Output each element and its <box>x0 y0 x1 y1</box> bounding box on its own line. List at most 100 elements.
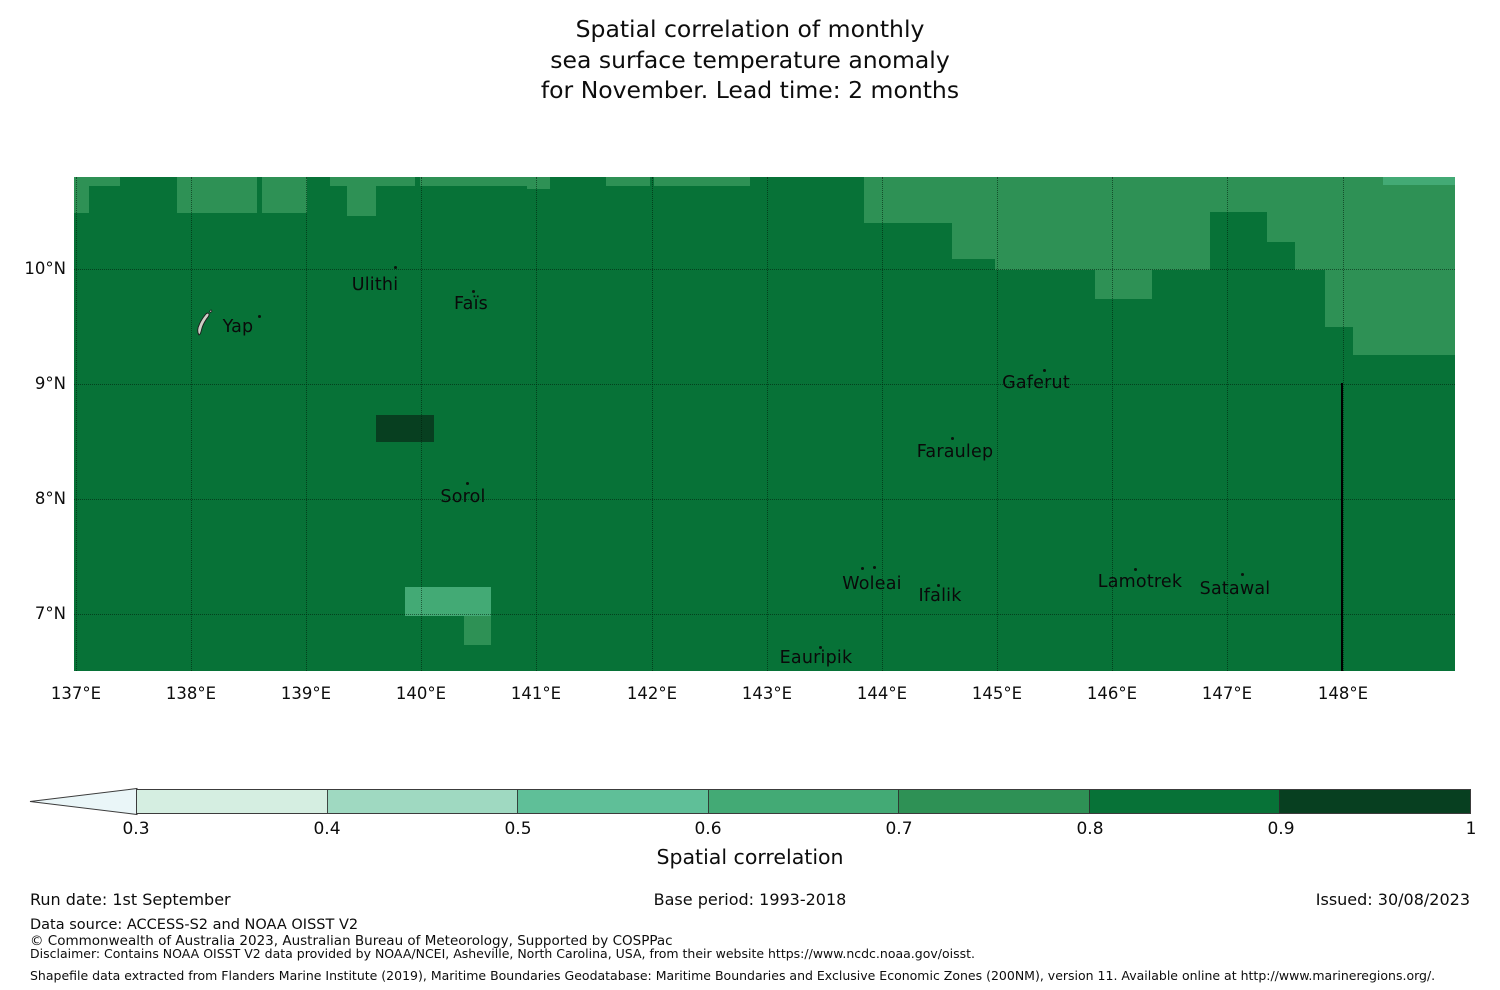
island-label: Faïs <box>454 294 488 314</box>
island-label: Sorol <box>440 487 486 507</box>
y-axis-tick-label: 8°N <box>34 489 66 509</box>
longitude-gridline <box>767 177 768 671</box>
island-label: Gaferut <box>1002 373 1070 393</box>
run-date-text: Run date: 1st September <box>30 890 231 909</box>
map-cell <box>177 177 257 213</box>
island-marker-dot <box>861 567 864 570</box>
island-label: Ulithi <box>351 275 399 295</box>
base-period-text: Base period: 1993-2018 <box>653 890 847 909</box>
island-label: Eauripik <box>779 648 853 668</box>
longitude-gridline <box>421 177 422 671</box>
y-axis-tick-label: 7°N <box>34 604 66 624</box>
colorbar-tick-label: 0.4 <box>313 819 341 839</box>
colorbar-segment <box>898 790 1089 813</box>
map-cell <box>606 177 650 186</box>
colorbar-tick-label: 0.8 <box>1076 819 1104 839</box>
colorbar-tick-label: 0.7 <box>885 819 913 839</box>
y-axis-tick-label: 10°N <box>24 259 66 279</box>
island-marker-dot <box>1241 573 1244 576</box>
longitude-gridline <box>882 177 883 671</box>
data-source-text: Data source: ACCESS-S2 and NOAA OISST V2 <box>30 917 359 933</box>
x-axis-tick-label: 139°E <box>280 684 332 703</box>
x-axis-tick-label: 141°E <box>510 684 562 703</box>
x-axis-tick-label: 146°E <box>1086 684 1138 703</box>
map-cell <box>952 177 995 259</box>
colorbar-tick-label: 0.6 <box>694 819 722 839</box>
colorbar-segment <box>137 790 327 813</box>
island-marker-dot <box>819 646 822 649</box>
island-label: Faraulep <box>916 442 994 462</box>
latitude-gridline <box>74 384 1455 385</box>
map-cell <box>74 177 120 186</box>
copyright-text: © Commonwealth of Australia 2023, Austra… <box>30 933 673 949</box>
latitude-gridline <box>74 614 1455 615</box>
map-cell <box>376 415 434 442</box>
colorbar-segment <box>326 790 518 813</box>
longitude-gridline <box>191 177 192 671</box>
colorbar-segment <box>707 790 899 813</box>
island-marker-dot <box>258 315 261 318</box>
disclaimer-text: Disclaimer: Contains NOAA OISST V2 data … <box>30 946 975 961</box>
island-marker-dot <box>472 290 475 293</box>
colorbar-segment <box>517 790 708 813</box>
x-axis-tick-label: 137°E <box>50 684 102 703</box>
y-axis-tick-label: 9°N <box>34 374 66 394</box>
island-label: Ifalik <box>918 586 962 606</box>
colorbar-segment <box>1279 790 1471 813</box>
colorbar-tick-label: 1 <box>1465 819 1477 839</box>
island-label: Lamotrek <box>1097 572 1183 592</box>
island-label: Yap <box>222 317 254 337</box>
yap-island-icon <box>197 309 213 336</box>
longitude-gridline <box>652 177 653 671</box>
map-cell <box>1340 270 1455 327</box>
map-cell <box>995 177 1210 270</box>
colorbar-min-arrow <box>29 787 138 816</box>
island-marker-dot <box>466 482 469 485</box>
shapefile-text: Shapefile data extracted from Flanders M… <box>30 968 1436 983</box>
map-cell <box>1095 270 1152 299</box>
map-cell <box>1210 177 1267 212</box>
island-marker-dot <box>1134 568 1137 571</box>
map-cell <box>1383 177 1455 185</box>
island-marker-dot <box>1043 369 1046 372</box>
map-cell <box>464 616 491 645</box>
x-axis-tick-label: 144°E <box>856 684 908 703</box>
colorbar-tick-label: 0.9 <box>1267 819 1295 839</box>
map-cell <box>654 177 750 186</box>
map-cell <box>420 177 538 186</box>
longitude-gridline <box>1227 177 1228 671</box>
x-axis-tick-label: 142°E <box>626 684 678 703</box>
x-axis-tick-label: 140°E <box>395 684 447 703</box>
island-marker-dot <box>951 437 954 440</box>
map-cell <box>1325 270 1340 327</box>
x-axis-tick-label: 138°E <box>165 684 217 703</box>
chart-title-line3: for November. Lead time: 2 months <box>540 76 960 104</box>
longitude-gridline <box>76 177 77 671</box>
longitude-gridline <box>997 177 998 671</box>
eez-boundary-line <box>1341 383 1343 671</box>
island-label: Woleai <box>842 574 902 594</box>
chart-title-line1: Spatial correlation of monthly <box>575 15 925 43</box>
map-cell <box>347 177 376 216</box>
colorbar-tick-label: 0.3 <box>122 819 150 839</box>
x-axis-tick-label: 147°E <box>1201 684 1253 703</box>
map-cell <box>527 177 550 189</box>
island-marker-dot <box>873 566 876 569</box>
x-axis-tick-label: 148°E <box>1317 684 1369 703</box>
map-canvas: Ulithi Faïs Yap Gaferut Faraulep Sorol Woleai I… <box>74 177 1455 671</box>
colorbar-tick-label: 0.5 <box>504 819 532 839</box>
map-cell <box>74 177 89 213</box>
island-marker-dot <box>937 584 940 587</box>
longitude-gridline <box>536 177 537 671</box>
map-cell <box>1295 177 1455 270</box>
longitude-gridline <box>306 177 307 671</box>
latitude-gridline <box>74 499 1455 500</box>
map-cell <box>262 177 307 213</box>
colorbar <box>136 789 1471 814</box>
colorbar-segment <box>1088 790 1280 813</box>
issued-text: Issued: 30/08/2023 <box>1315 890 1470 909</box>
colorbar-label: Spatial correlation <box>656 845 844 869</box>
longitude-gridline <box>1343 177 1344 671</box>
map-cell <box>405 587 491 616</box>
